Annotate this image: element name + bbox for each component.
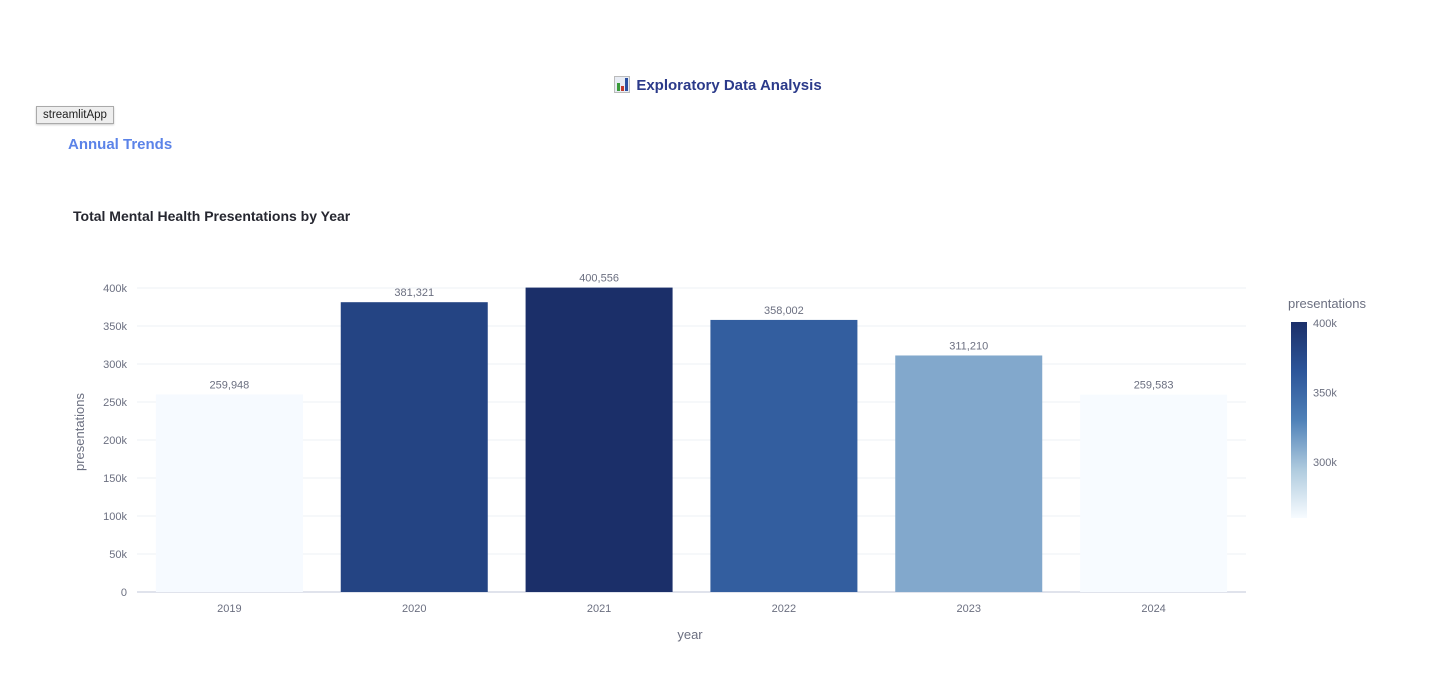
page-title: Exploratory Data Analysis bbox=[0, 76, 1436, 94]
x-axis-title: year bbox=[677, 627, 703, 642]
bar-2024 bbox=[1080, 394, 1228, 592]
colorbar-tick-label: 400k bbox=[1313, 318, 1337, 330]
data-label: 259,948 bbox=[210, 379, 250, 391]
x-tick-label: 2022 bbox=[772, 603, 796, 615]
data-label: 381,321 bbox=[394, 287, 434, 299]
bar-2021 bbox=[525, 287, 673, 592]
y-axis-title: presentations bbox=[72, 392, 87, 471]
y-tick-label: 400k bbox=[103, 283, 127, 295]
bar-2019 bbox=[155, 394, 303, 592]
data-label: 311,210 bbox=[949, 340, 988, 352]
y-tick-label: 350k bbox=[103, 321, 127, 333]
colorbar-tick-label: 300k bbox=[1313, 457, 1337, 469]
y-tick-label: 200k bbox=[103, 435, 127, 447]
bar-chart-icon bbox=[614, 76, 631, 93]
y-tick-label: 150k bbox=[103, 473, 127, 485]
chart-title: Total Mental Health Presentations by Yea… bbox=[73, 208, 351, 224]
subheader: Annual Trends bbox=[68, 136, 173, 153]
x-tick-label: 2019 bbox=[217, 603, 241, 615]
data-label: 400,556 bbox=[579, 273, 619, 285]
bar-2023 bbox=[895, 355, 1043, 592]
colorbar-title: presentations bbox=[1288, 296, 1367, 311]
data-label: 358,002 bbox=[764, 305, 804, 317]
x-tick-label: 2020 bbox=[402, 603, 426, 615]
y-tick-label: 300k bbox=[103, 359, 127, 371]
data-label: 259,583 bbox=[1134, 380, 1174, 392]
bar-2020 bbox=[340, 302, 488, 592]
colorbar-tick-label: 350k bbox=[1313, 387, 1337, 399]
page-title-text: Exploratory Data Analysis bbox=[636, 77, 822, 94]
colorbar bbox=[1291, 322, 1307, 518]
y-tick-label: 100k bbox=[103, 511, 127, 523]
x-tick-label: 2024 bbox=[1141, 603, 1165, 615]
y-tick-label: 250k bbox=[103, 397, 127, 409]
tooltip: streamlitApp bbox=[36, 106, 114, 124]
x-tick-label: 2023 bbox=[957, 603, 981, 615]
bar-2022 bbox=[710, 319, 858, 592]
x-tick-label: 2021 bbox=[587, 603, 611, 615]
y-tick-label: 0 bbox=[121, 587, 127, 599]
y-tick-label: 50k bbox=[109, 549, 127, 561]
